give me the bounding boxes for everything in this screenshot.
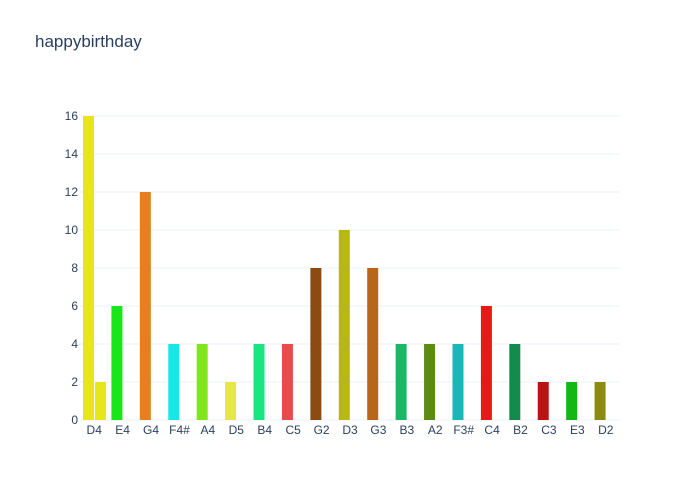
- bar-b2: [509, 344, 521, 420]
- x-tick-label: D5: [229, 423, 245, 437]
- bar-g4: [139, 192, 151, 420]
- x-axis: D4 E4 G4 F4# A4 D5 B4 C5 G2 D3 G3 B3 A2 F3# C4 B2 C3 E3 D2: [87, 423, 614, 437]
- bar-a2: [424, 344, 436, 420]
- bar-f4-sharp: [168, 344, 180, 420]
- gridlines: [80, 115, 620, 421]
- bar-e4: [111, 306, 123, 420]
- bar-g3: [367, 268, 379, 420]
- bar-b3: [395, 344, 407, 420]
- x-tick-label: G2: [314, 423, 330, 437]
- y-tick-label: 0: [71, 413, 78, 427]
- x-tick-label: C4: [484, 423, 500, 437]
- y-tick-label: 12: [65, 185, 79, 199]
- y-tick-label: 8: [71, 261, 78, 275]
- x-tick-label: A2: [428, 423, 443, 437]
- bar-a4: [196, 344, 208, 420]
- y-tick-label: 14: [65, 147, 79, 161]
- y-tick-label: 2: [71, 375, 78, 389]
- bar-d2: [594, 382, 606, 420]
- x-tick-label: B3: [399, 423, 414, 437]
- x-tick-label: D3: [342, 423, 358, 437]
- x-tick-label: C5: [285, 423, 301, 437]
- bars: [83, 116, 606, 420]
- bar-d4: [83, 116, 94, 420]
- bar-g2: [310, 268, 322, 420]
- bar-b4: [253, 344, 265, 420]
- bar-d4: [95, 382, 106, 420]
- bar-c4: [480, 306, 492, 420]
- y-axis: 0 2 4 6 8 10 12 14 16: [65, 109, 79, 427]
- y-tick-label: 10: [65, 223, 79, 237]
- x-tick-label: G4: [143, 423, 159, 437]
- bar-c5: [281, 344, 293, 420]
- y-tick-label: 6: [71, 299, 78, 313]
- y-tick-label: 4: [71, 337, 78, 351]
- bar-d5: [225, 382, 237, 420]
- bar-e3: [566, 382, 578, 420]
- bar-d3: [338, 230, 350, 420]
- x-tick-label: E4: [115, 423, 130, 437]
- x-tick-label: A4: [201, 423, 216, 437]
- bar-f3-sharp: [452, 344, 464, 420]
- x-tick-label: G3: [370, 423, 386, 437]
- chart-title: happybirthday: [35, 32, 142, 51]
- x-tick-label: E3: [570, 423, 585, 437]
- x-tick-label: F4#: [169, 423, 190, 437]
- y-tick-label: 16: [65, 109, 79, 123]
- x-tick-label: C3: [541, 423, 557, 437]
- x-tick-label: D4: [87, 423, 103, 437]
- bar-c3: [537, 382, 549, 420]
- x-tick-label: F3#: [453, 423, 474, 437]
- x-tick-label: B2: [513, 423, 528, 437]
- x-tick-label: B4: [257, 423, 272, 437]
- x-tick-label: D2: [598, 423, 614, 437]
